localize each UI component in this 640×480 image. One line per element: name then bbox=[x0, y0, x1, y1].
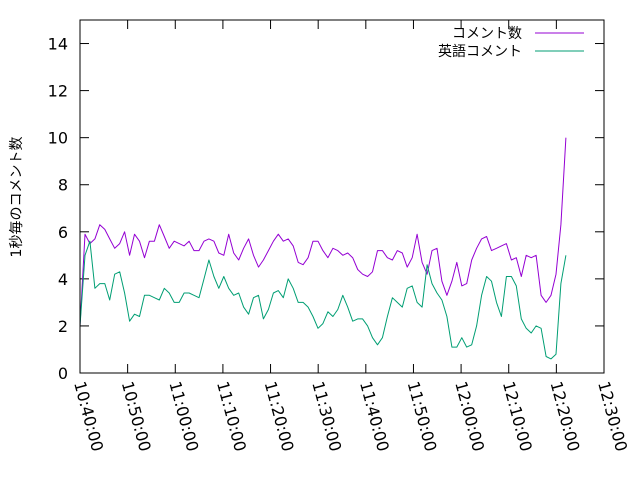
legend-label-0: コメント数 bbox=[452, 26, 522, 42]
series-line-0 bbox=[79, 137, 567, 326]
series-layer bbox=[79, 137, 567, 360]
y-tick-label: 2 bbox=[58, 317, 68, 336]
y-tick-labels: 0 2 4 6 8 10 12 14 bbox=[48, 35, 68, 383]
y-tick-label: 14 bbox=[48, 35, 68, 54]
y-tick-label: 8 bbox=[58, 176, 68, 195]
y-axis-label: 1秒毎のコメント数 bbox=[9, 137, 25, 258]
y-tick-label: 12 bbox=[48, 82, 68, 101]
series-line-1 bbox=[79, 240, 567, 360]
y-tick-label: 0 bbox=[58, 364, 68, 383]
y-tick-label: 10 bbox=[48, 129, 68, 148]
legend-label-1: 英語コメント bbox=[438, 43, 522, 60]
y-tick-label: 4 bbox=[58, 270, 68, 289]
plot-area-border bbox=[79, 19, 605, 374]
y-tick-label: 6 bbox=[58, 223, 68, 242]
axis-ticks bbox=[79, 20, 605, 374]
